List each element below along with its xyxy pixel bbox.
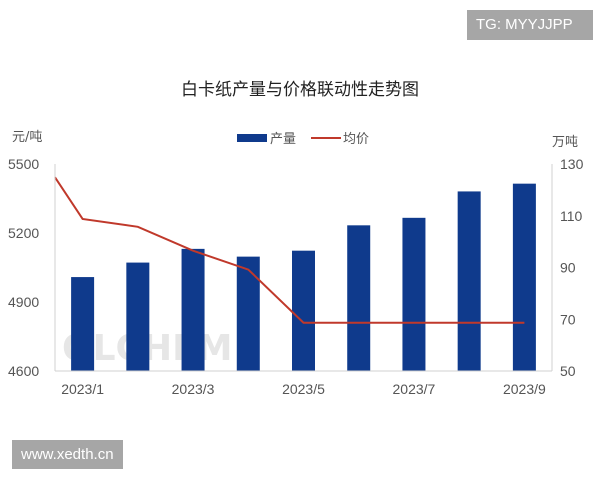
x-tick-label: 2023/3: [172, 381, 215, 397]
price-line: [54, 176, 525, 324]
bar-2023/4: [236, 256, 260, 371]
legend-line-label: 均价: [343, 132, 369, 147]
right-tick-label: 70: [560, 311, 576, 327]
x-tick-label: 2023/7: [393, 381, 436, 397]
bar-2023/7: [402, 217, 426, 371]
left-tick-label: 5200: [8, 225, 39, 241]
right-tick-label: 130: [560, 156, 584, 172]
chart-title: 白卡纸产量与价格联动性走势图: [181, 80, 419, 100]
x-tick-label: 2023/9: [503, 381, 546, 397]
x-tick-label: 2023/5: [282, 381, 325, 397]
right-tick-label: 90: [560, 260, 576, 276]
x-tick-label: 2023/1: [61, 381, 104, 397]
legend-bar-swatch: [237, 134, 267, 142]
bar-2023/6: [347, 225, 371, 371]
watermark-tg: TG: MYYJJPP: [467, 10, 593, 40]
bar-2023/8: [457, 191, 481, 371]
bar-2023/1: [71, 277, 95, 371]
right-axis-unit: 万吨: [552, 135, 578, 150]
legend-bar-label: 产量: [270, 132, 296, 147]
bar-2023/3: [181, 248, 205, 371]
right-tick-label: 50: [560, 363, 576, 379]
left-axis-unit: 元/吨: [12, 130, 42, 145]
bar-2023/9: [512, 183, 536, 371]
right-tick-label: 110: [560, 208, 583, 224]
left-tick-label: 4900: [8, 294, 39, 310]
bar-2023/2: [126, 262, 150, 371]
left-tick-label: 5500: [8, 156, 39, 172]
bar-2023/5: [292, 250, 315, 371]
left-tick-label: 4600: [8, 363, 39, 379]
watermark-site: www.xedth.cn: [12, 440, 123, 469]
